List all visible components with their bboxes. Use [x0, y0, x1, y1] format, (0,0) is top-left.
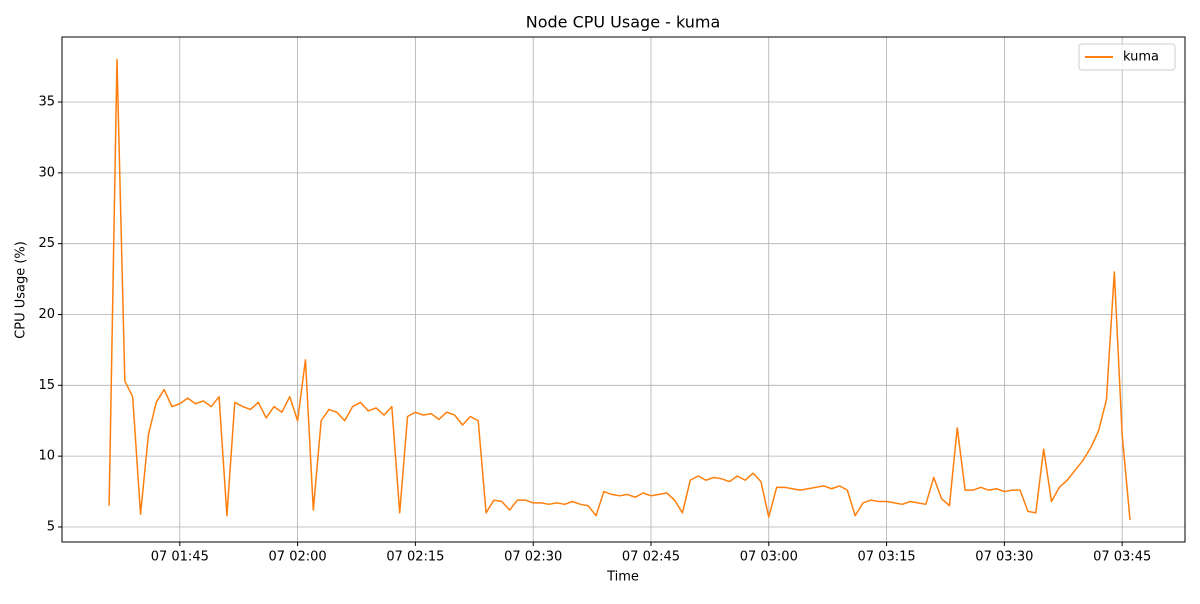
x-tick-label: 07 03:00	[740, 550, 798, 565]
legend-label: kuma	[1123, 50, 1159, 65]
y-tick-label: 30	[38, 165, 55, 180]
x-axis-label: Time	[606, 570, 639, 585]
data-line	[108, 58, 1131, 520]
x-tick-label: 07 03:15	[858, 550, 916, 565]
y-tick-label: 20	[38, 307, 55, 322]
y-tick-label: 25	[38, 236, 55, 251]
x-tick-label: 07 03:30	[975, 550, 1033, 565]
chart-title: Node CPU Usage - kuma	[526, 13, 721, 32]
x-tick-label: 07 03:45	[1093, 550, 1151, 565]
y-axis-label: CPU Usage (%)	[14, 241, 29, 339]
x-tick-label: 07 02:15	[386, 550, 444, 565]
x-tick-label: 07 02:00	[269, 550, 327, 565]
y-tick-label: 10	[38, 449, 55, 464]
legend-box	[1078, 43, 1176, 71]
x-tick-label: 07 02:45	[622, 550, 680, 565]
plot-frame	[61, 36, 1186, 543]
x-tick-label: 07 02:30	[504, 550, 562, 565]
y-tick-label: 35	[38, 95, 55, 110]
x-tick-label: 07 01:45	[151, 550, 209, 565]
y-tick-label: 5	[47, 519, 55, 534]
y-tick-label: 15	[38, 378, 55, 393]
